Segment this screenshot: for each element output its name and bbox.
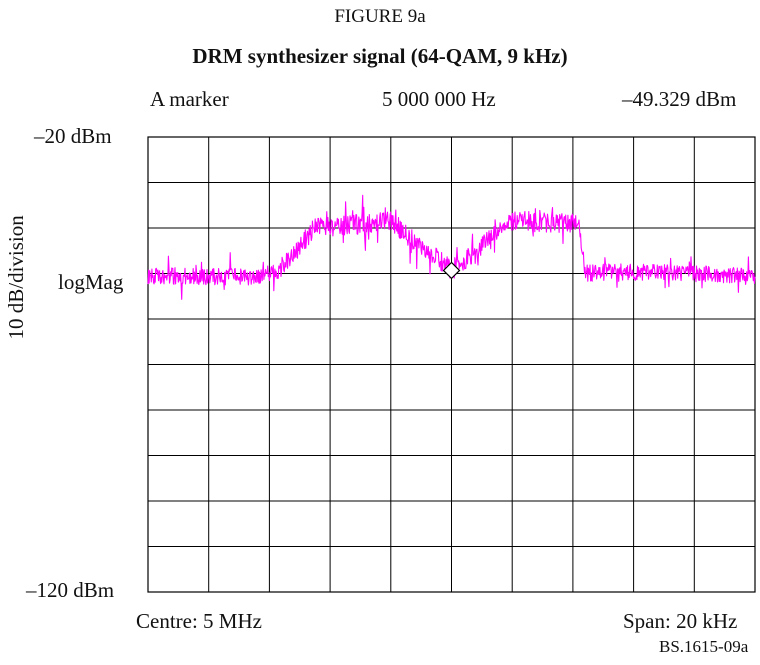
grid [147, 136, 756, 593]
centre-label: Centre: 5 MHz [136, 609, 262, 633]
marker-layer [442, 261, 461, 280]
figure-title: DRM synthesizer signal (64-QAM, 9 kHz) [192, 44, 568, 68]
marker-frequency: 5 000 000 Hz [382, 87, 496, 111]
figure-label: FIGURE 9a [334, 6, 426, 27]
marker-level: –49.329 dBm [622, 87, 737, 111]
span-label: Span: 20 kHz [623, 609, 738, 633]
marker-name: A marker [150, 87, 229, 111]
y-scale-label: logMag [58, 270, 124, 294]
marker-diamond [442, 261, 461, 280]
source-id: BS.1615-09a [659, 637, 749, 656]
y-top-label: –20 dBm [34, 124, 112, 148]
y-bottom-label: –120 dBm [26, 578, 115, 602]
